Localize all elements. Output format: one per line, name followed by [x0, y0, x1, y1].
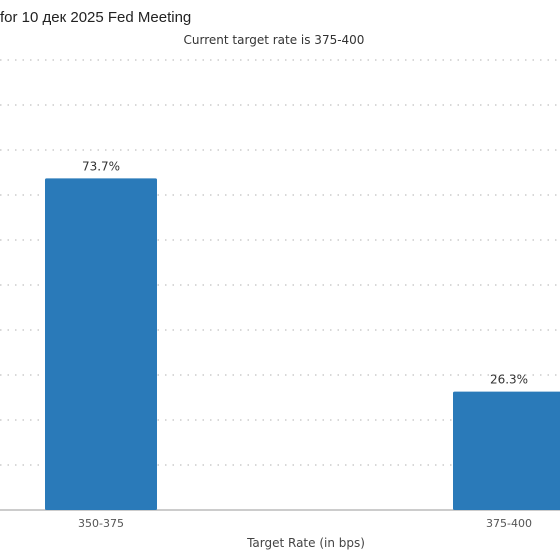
data-label: 26.3% — [490, 373, 528, 387]
chart-title: for 10 дек 2025 Fed Meeting — [0, 9, 191, 26]
data-label: 73.7% — [82, 159, 120, 173]
bar-350-375 — [45, 178, 157, 510]
data-labels: 73.7% 26.3% — [82, 159, 528, 386]
bars — [45, 178, 560, 510]
chart-subtitle: Current target rate is 375-400 — [184, 33, 365, 47]
x-tick-labels: 350-375 375-400 — [78, 517, 532, 530]
x-axis-title: Target Rate (in bps) — [246, 536, 365, 550]
x-tick-label: 350-375 — [78, 517, 124, 530]
bar-375-400 — [453, 391, 560, 510]
x-tick-label: 375-400 — [486, 517, 532, 530]
